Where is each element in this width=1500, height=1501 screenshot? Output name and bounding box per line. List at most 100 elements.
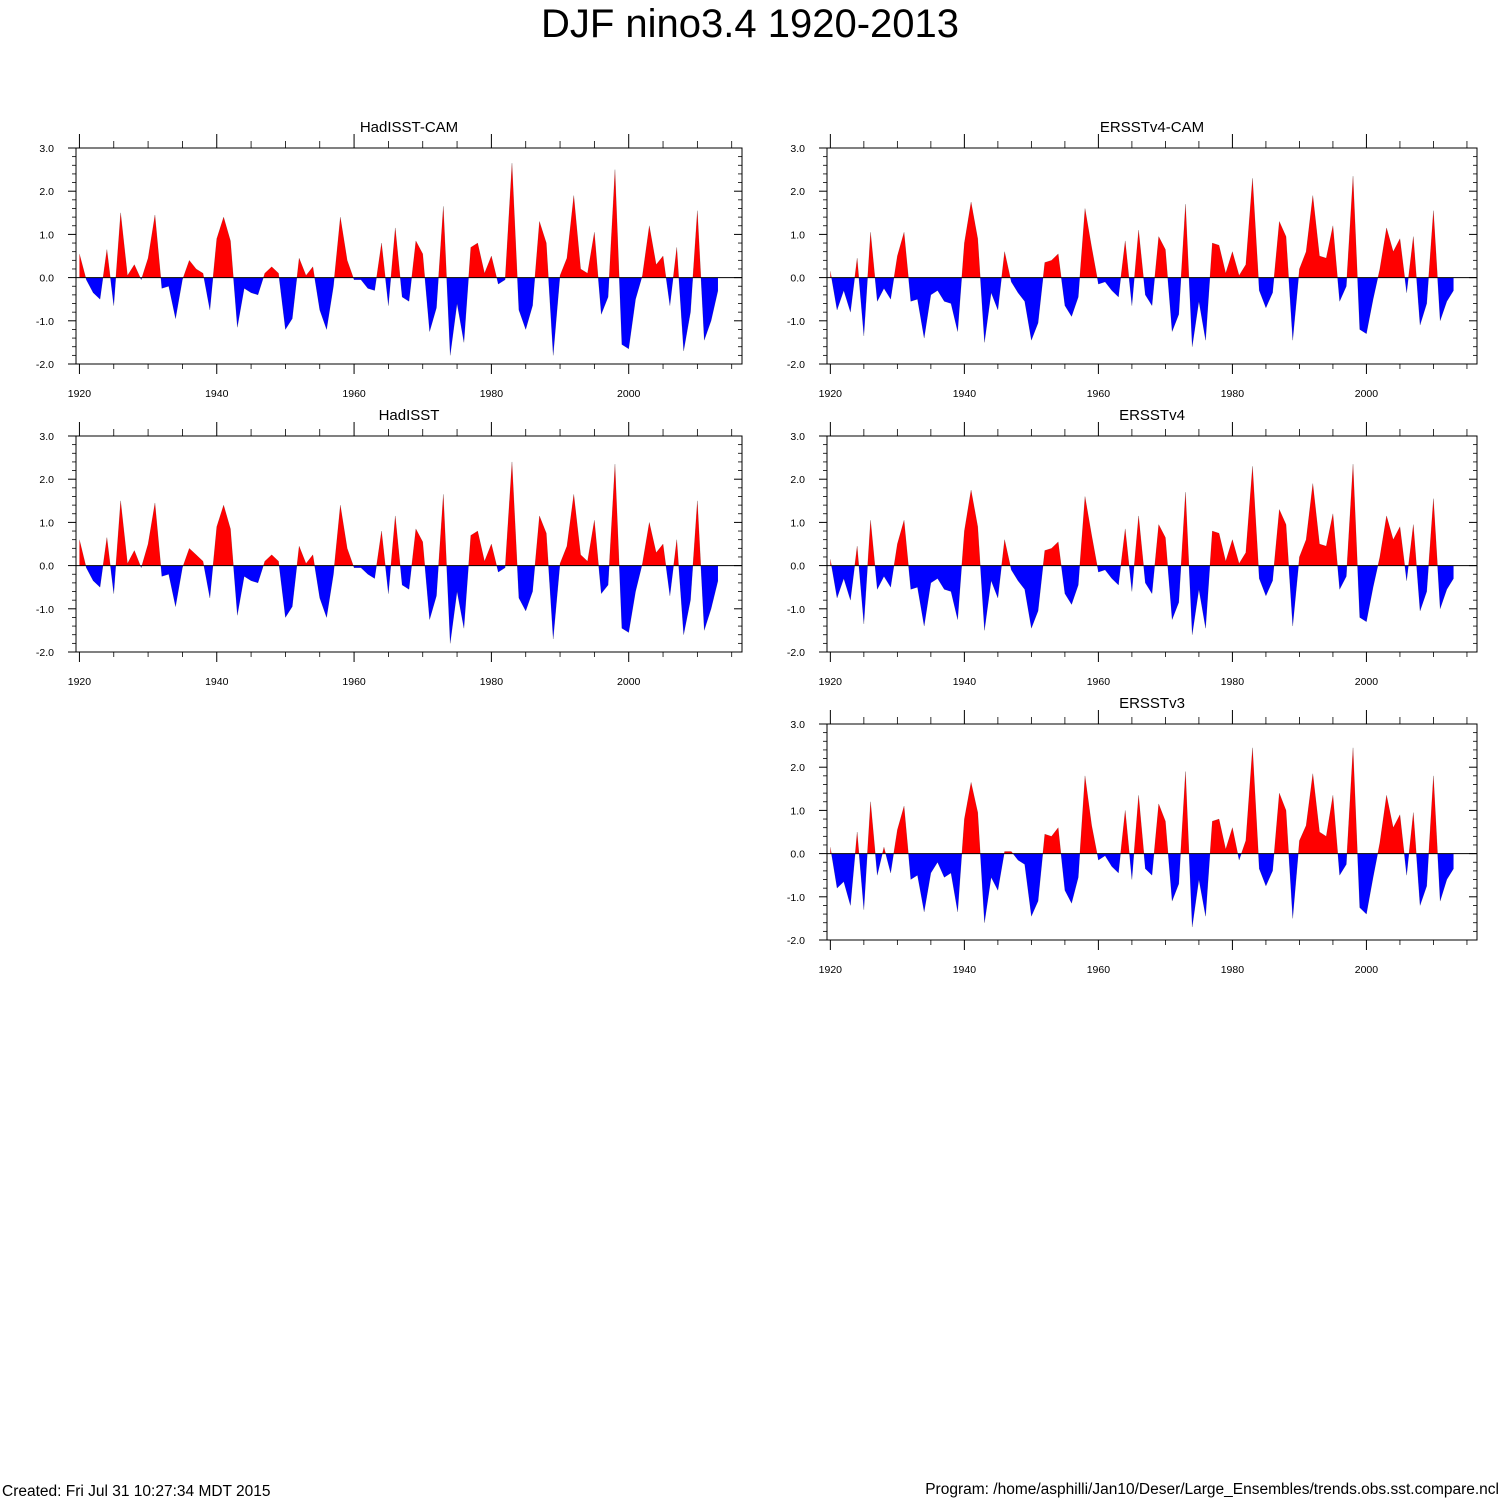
ersstv3-negative-area-4 [908,854,961,912]
ersstv4-xtick-label: 1980 [1221,676,1245,688]
hadisst-cam-positive-area-16 [560,196,598,278]
ersstv4-negative-area-5 [1010,566,1043,629]
ersstv4-ytick-label: -1.0 [787,604,805,616]
hadisst-cam-axes-frame [76,148,742,364]
ersstv3-negative-area-12 [1189,854,1210,927]
ersstv3-positive-area-1 [855,832,859,854]
hadisst-xtick-label: 1960 [342,676,366,688]
ersstv4-cam-positive-area-4 [962,202,981,278]
hadisst-cam-negative-area-3 [161,278,183,319]
ersstv4-positive-area-18 [1429,499,1438,566]
ersstv4-xtick-label: 1920 [819,676,843,688]
ersstv3-xtick-label: 1980 [1221,964,1245,976]
ersstv3-ytick-label: 2.0 [790,762,805,774]
ersstv4-cam-negative-area-15 [1357,278,1377,334]
ersstv4-cam-xtick-label: 1920 [819,388,843,400]
ersstv4-cam-ytick-label: 2.0 [790,186,805,198]
ersstv3-positive-area-7 [1043,828,1061,854]
hadisst-cam-xtick-label: 1920 [68,388,92,400]
ersstv4-cam-ytick-label: 1.0 [790,229,805,241]
hadisst-cam-ytick-label: 1.0 [39,229,54,241]
ersstv3-ytick-label: 0.0 [790,849,805,861]
hadisst-positive-area-10 [391,516,400,566]
ersstv4-negative-area-12 [1258,566,1274,596]
ersstv4-positive-area-9 [1134,516,1143,566]
ersstv3-negative-area-17 [1357,854,1377,914]
hadisst-cam-positive-area-10 [391,228,400,278]
hadisst-axes-frame [76,436,742,652]
hadisst-cam-negative-area-10 [400,278,412,302]
ersstv3-positive-area-10 [1134,795,1144,853]
hadisst-ytick-label: -2.0 [36,647,54,659]
ersstv3-xtick-label: 1960 [1087,964,1111,976]
hadisst-cam-negative-area-11 [425,278,439,332]
hadisst-negative-area-16 [599,566,610,594]
hadisst-cam-positive-area-15 [535,221,549,277]
ersstv4-negative-area-11 [1189,566,1210,635]
ersstv4-negative-area-7 [1097,566,1121,585]
ersstv4-positive-area-4 [962,490,981,566]
ersstv4-negative-area-15 [1357,566,1377,622]
hadisst-cam-title: HadISST-CAM [360,119,458,136]
hadisst-positive-area-1 [103,538,110,566]
hadisst-cam-positive-area-1 [103,250,110,278]
hadisst-negative-area-8 [353,566,376,579]
hadisst-cam-negative-area-12 [447,278,469,356]
program-path: Program: /home/asphilli/Jan10/Deser/Larg… [925,1481,1499,1499]
ersstv3-xtick-label: 2000 [1355,964,1379,976]
hadisst-ytick-label: -1.0 [36,604,54,616]
hadisst-negative-area-14 [517,566,535,611]
ersstv3-negative-area-3 [886,854,894,873]
ersstv3-positive-area-9 [1121,810,1130,853]
hadisst-negative-area-11 [425,566,439,620]
ersstv3-title: ERSSTv3 [1119,695,1185,712]
ersstv4-cam-negative-area-6 [1061,278,1080,317]
created-timestamp: Created: Fri Jul 31 10:27:34 MDT 2015 [2,1483,271,1501]
ersstv3-positive-area-20 [1429,776,1438,854]
ersstv3-positive-area-13 [1210,819,1238,854]
hadisst-cam-ytick-label: 3.0 [39,143,54,155]
ersstv3-negative-area-20 [1438,854,1454,902]
hadisst-negative-area-10 [400,566,412,590]
hadisst-ytick-label: 2.0 [39,474,54,486]
ersstv4-cam-negative-area-10 [1168,278,1181,332]
hadisst-cam-negative-area-5 [233,278,263,328]
hadisst-cam-negative-area-20 [701,278,718,341]
ersstv3-xtick-label: 1920 [819,964,843,976]
hadisst-title: HadISST [379,407,440,424]
ersstv4-cam-positive-area-14 [1299,196,1338,278]
ersstv4-ytick-label: -2.0 [787,647,805,659]
hadisst-cam-negative-area-8 [353,278,376,291]
ersstv4-cam-ytick-label: -2.0 [787,359,805,371]
ersstv4-positive-area-16 [1378,516,1405,566]
ersstv3-negative-area-8 [1097,854,1120,873]
ersstv4-xtick-label: 1940 [953,676,977,688]
hadisst-cam-negative-area-7 [315,278,335,330]
ersstv3-positive-area-15 [1274,793,1289,853]
ersstv4-xtick-label: 1960 [1087,676,1111,688]
hadisst-ytick-label: 0.0 [39,561,54,573]
ersstv4-cam-positive-area-9 [1134,230,1143,278]
ersstv4-title: ERSSTv4 [1119,407,1185,424]
hadisst-ytick-label: 1.0 [39,517,54,529]
ersstv3-negative-area-0 [831,854,855,906]
ersstv3-negative-area-6 [1013,854,1043,917]
ersstv4-cam-positive-area-8 [1121,241,1129,278]
ersstv4-positive-area-14 [1299,484,1338,566]
ersstv3-ytick-label: -1.0 [787,892,805,904]
hadisst-negative-area-12 [447,566,469,644]
ersstv4-ytick-label: 2.0 [790,474,805,486]
hadisst-cam-ytick-label: 0.0 [39,273,54,285]
ersstv4-cam-negative-area-3 [908,278,961,338]
ersstv4-cam-negative-area-14 [1338,278,1347,302]
hadisst-negative-area-3 [161,566,183,607]
hadisst-xtick-label: 1920 [68,676,92,688]
ersstv4-negative-area-3 [908,566,961,626]
ersstv4-positive-area-13 [1274,509,1289,565]
ersstv3-ytick-label: -2.0 [787,935,805,947]
ersstv4-cam-negative-area-9 [1144,278,1155,306]
hadisst-negative-area-18 [666,566,674,596]
